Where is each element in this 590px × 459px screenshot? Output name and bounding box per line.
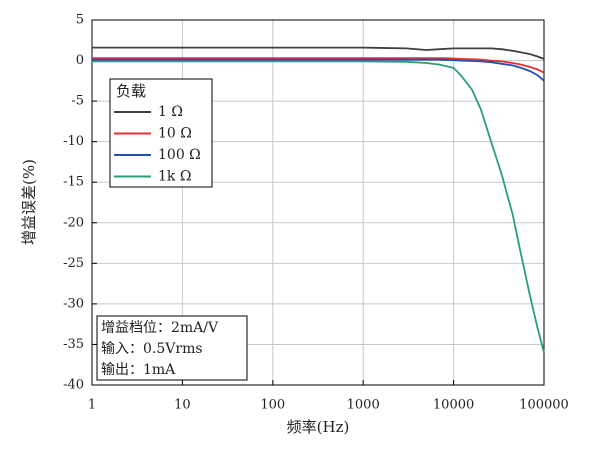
x-axis-label: 频率(Hz) — [287, 418, 350, 436]
x-tick-label: 100000 — [519, 398, 569, 413]
series-line — [92, 57, 545, 74]
annotation-box — [96, 315, 248, 381]
annotation-text: 输出：1mA — [101, 362, 176, 378]
legend-title: 负载 — [116, 82, 146, 100]
y-tick-label: 0 — [76, 53, 84, 68]
series-line — [92, 46, 545, 60]
plot-frame — [91, 19, 545, 386]
y-axis-label: 增益误差(%) — [20, 159, 38, 245]
y-tick-label: -30 — [63, 296, 84, 311]
y-tick-label: -35 — [63, 337, 84, 352]
x-tick-label: 10 — [174, 398, 191, 413]
y-tick-label: -10 — [63, 134, 84, 149]
y-tick-label: -15 — [63, 175, 84, 190]
annotation-text: 增益档位：2mA/V — [101, 320, 219, 336]
legend-label: 1 Ω — [158, 104, 183, 120]
y-tick-label: -40 — [63, 378, 84, 393]
legend-label: 1k Ω — [158, 169, 191, 185]
legend-label: 100 Ω — [158, 147, 201, 163]
series-line — [92, 60, 545, 353]
y-tick-label: 5 — [76, 13, 84, 28]
y-tick-label: -25 — [63, 256, 84, 271]
x-tick-label: 1000 — [347, 398, 380, 413]
series-line — [92, 58, 545, 82]
x-tick-label: 100 — [260, 398, 285, 413]
x-tick-label: 10000 — [433, 398, 474, 413]
x-tick-label: 1 — [88, 398, 96, 413]
legend-label: 10 Ω — [158, 126, 192, 142]
y-tick-label: -5 — [71, 94, 84, 109]
annotation-text: 输入：0.5Vrms — [101, 341, 203, 357]
y-tick-label: -20 — [63, 215, 84, 230]
